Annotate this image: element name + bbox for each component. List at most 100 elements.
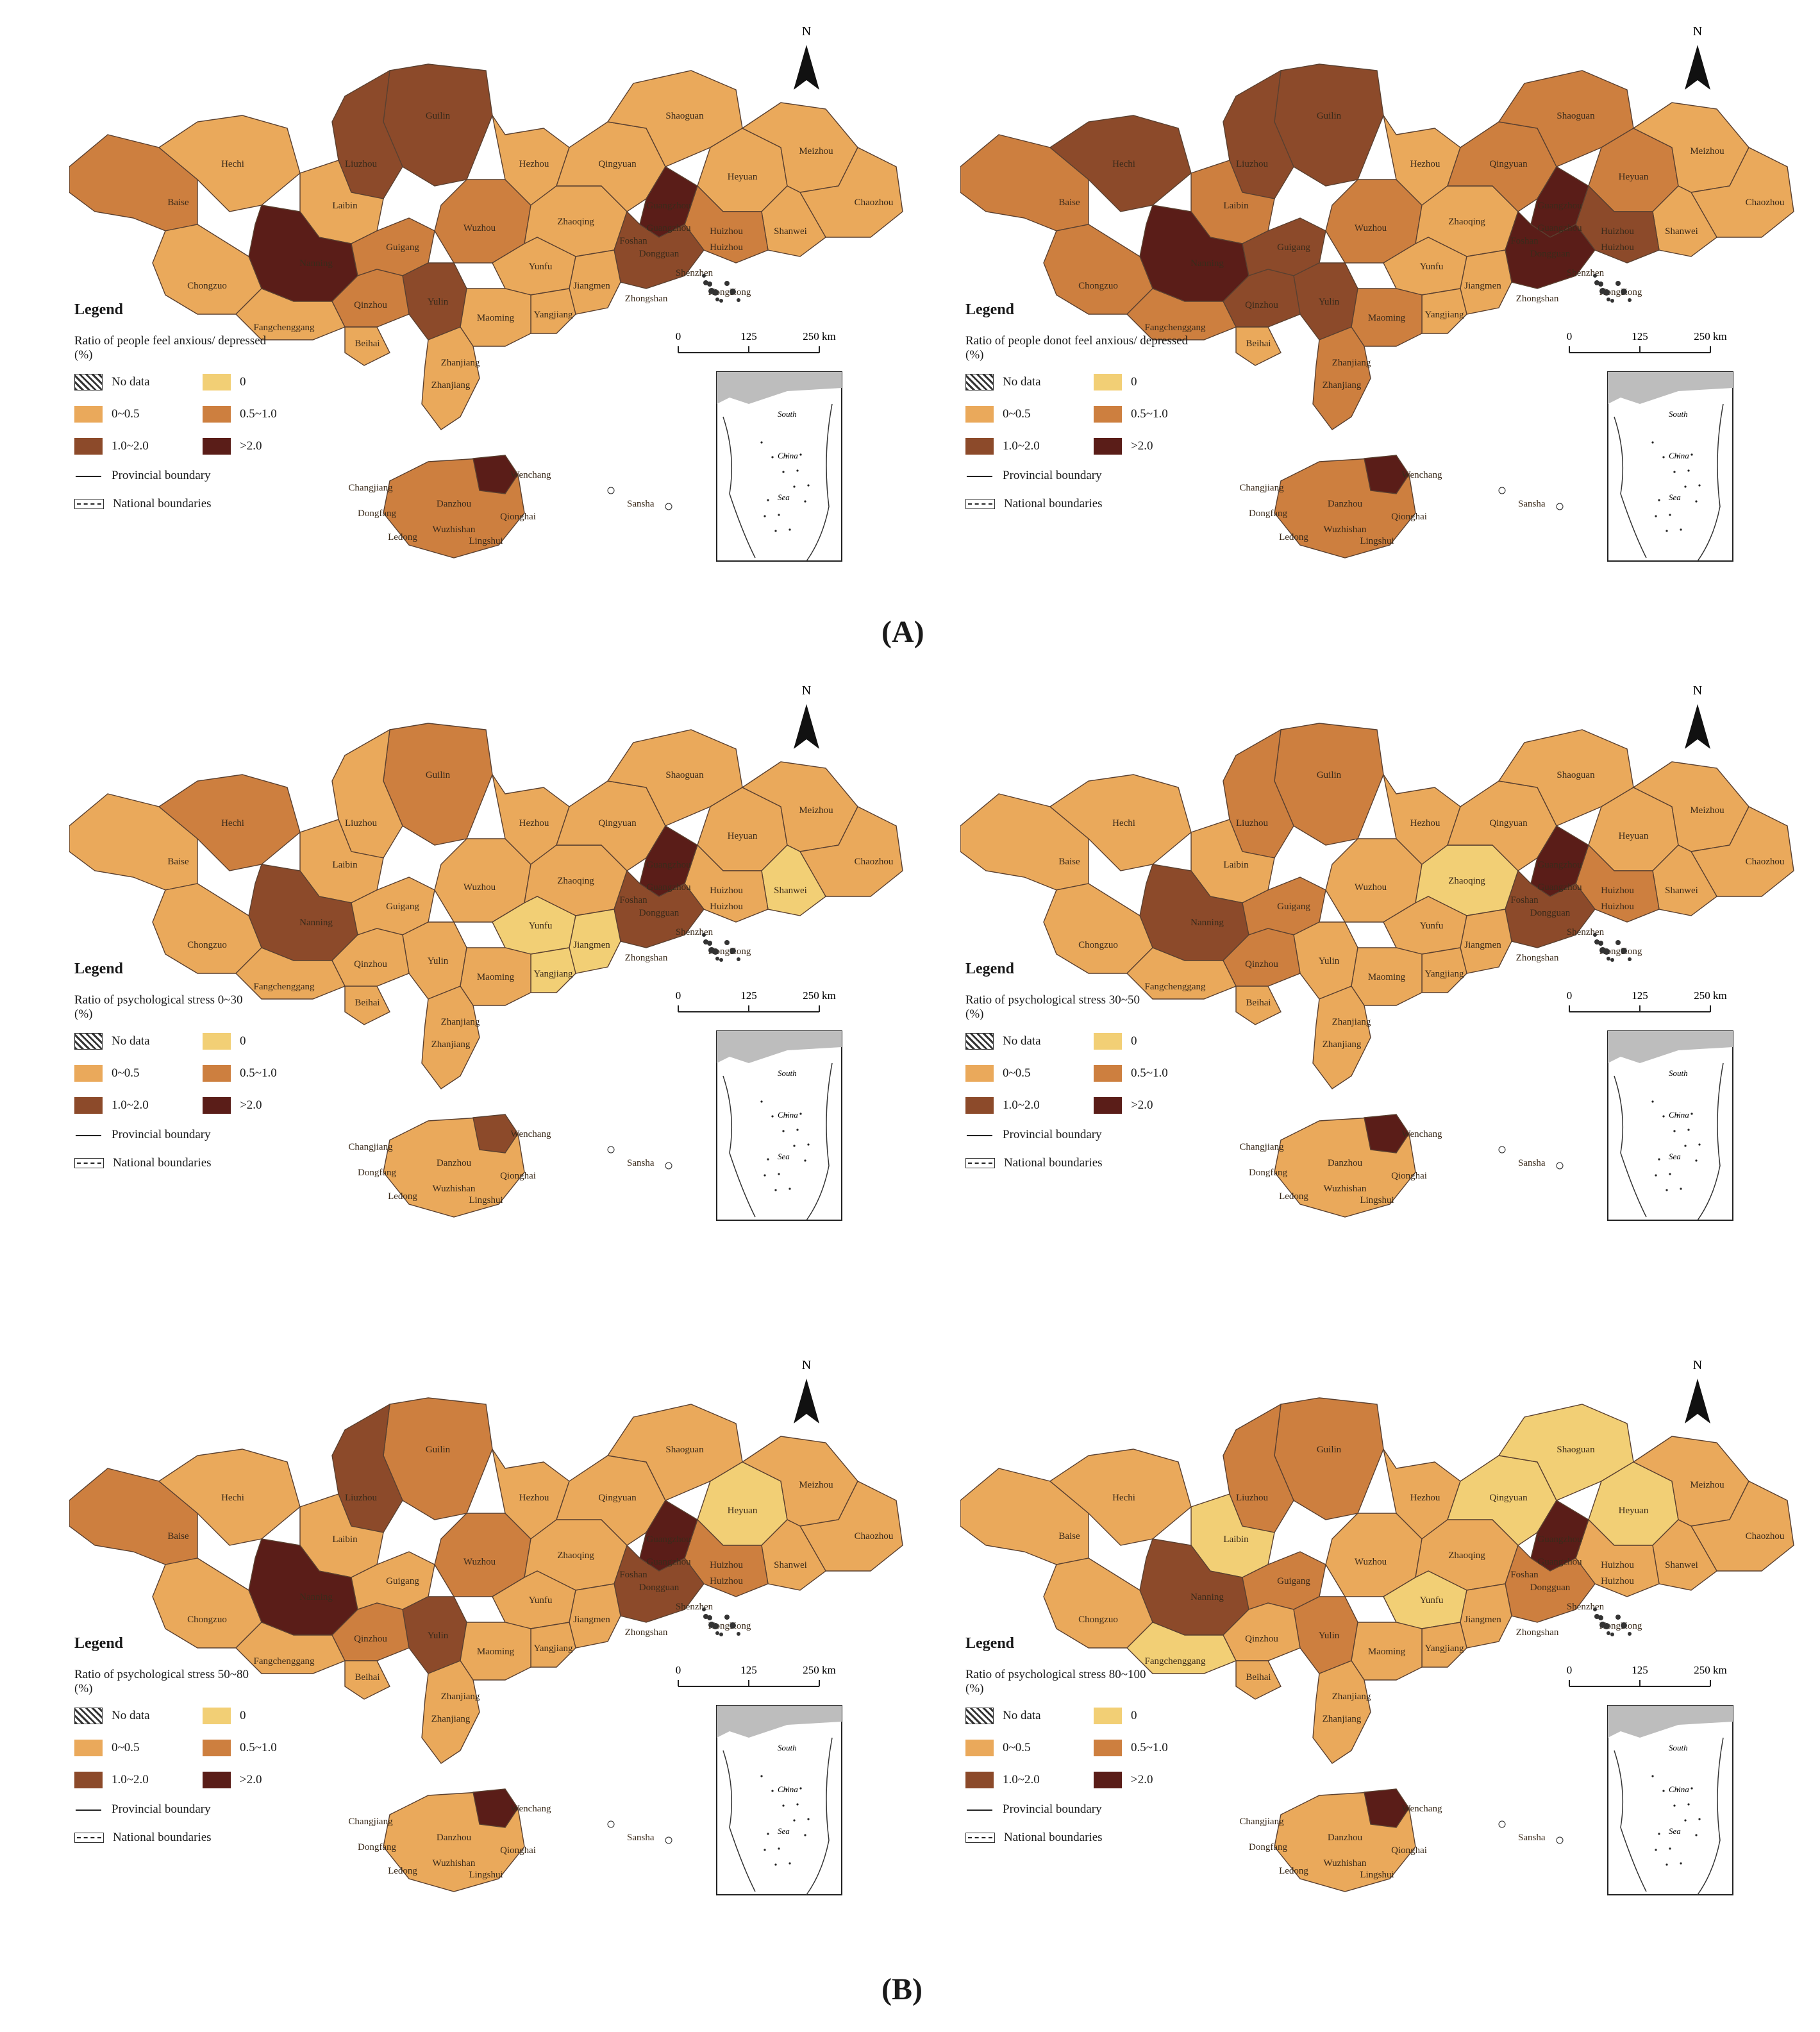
inset-island [793,1819,796,1822]
inset-label: Sea [778,1826,790,1836]
place-label-huizhou: Huizhou [710,226,743,237]
place-label-nanning: Nanning [299,258,333,269]
inset-island [789,1188,791,1190]
legend-label: 0 [240,375,246,389]
scale-tick-label: 250 km [803,989,835,1002]
place-label-meizhou: Meizhou [1690,1480,1724,1490]
place-label-yunfu: Yunfu [1420,921,1444,931]
legend-swatch [203,1033,231,1050]
place-label-shenzhen-extra: Shenzhen [676,268,714,278]
place-label-zhongshan-extra: Zhongshan [1516,1627,1559,1638]
place-label-wuzhishan-extra: Wuzhishan [1324,1184,1367,1194]
legend-swatch [965,1708,994,1724]
inset-island [767,1833,769,1835]
place-label-huizhou: Huizhou [1601,226,1634,237]
boundary-label: National boundaries [1004,497,1103,510]
region-maoming [460,947,531,1006]
map-svg: Baise Hechi Guilin Liuzhou Laibin Nanning Guig… [960,24,1794,562]
place-label-guangzhou-extra: Guangzhou [1537,882,1582,893]
region-zhanjiang [1312,326,1371,430]
inset-island [1676,1114,1679,1116]
place-label-changjiang-extra: Changjiang [348,483,393,493]
scale-tick-label: 250 km [803,1664,835,1676]
scale-tick-label: 250 km [803,330,835,342]
place-label-qingyuan: Qingyuan [598,1493,637,1503]
inset-island [1695,1834,1698,1836]
place-label-qionghai-extra: Qionghai [500,1171,536,1181]
place-label-chaozhou: Chaozhou [1746,197,1785,208]
legend-item: 0~0.5 [74,1064,203,1083]
scale-bar [678,1680,820,1687]
place-label-wuzhou: Wuzhou [463,882,496,893]
inset-label: Sea [778,1152,790,1161]
place-label-guangzhou: Guangzhou [646,860,691,870]
region-delta [1505,210,1596,289]
inset-island [1669,1173,1671,1175]
place-label-nanning: Nanning [299,918,333,928]
place-label-maoming: Maoming [1368,972,1406,982]
place-label-ledong-extra: Ledong [388,1866,417,1876]
place-label-qingyuan: Qingyuan [598,818,637,828]
map-panel-1: Baise Hechi Guilin Liuzhou Laibin Nanning Guig… [69,19,922,596]
island-mark [703,1614,708,1619]
place-label-wenchang: Wenchang [1402,1804,1442,1814]
legend-label: >2.0 [240,439,262,453]
place-label-liuzhou: Liuzhou [345,818,377,828]
map-svg: Baise Hechi Guilin Liuzhou Laibin Nanning Guig… [69,684,903,1221]
legend-swatch [965,1740,994,1756]
place-label-meizhou: Meizhou [799,146,833,156]
island-mark [719,958,723,962]
place-label-yulin: Yulin [1319,956,1340,966]
inset-label: China [778,451,798,460]
place-label-shanwei: Shanwei [774,1560,807,1570]
inset-island [760,441,763,444]
place-label-hechi: Hechi [1112,818,1135,828]
legend-heading: Legend [965,1635,1015,1652]
inset-island [1691,1787,1693,1790]
region-hainan_ne [472,455,519,494]
legend-label: 1.0~2.0 [112,1098,149,1112]
region-east [1690,806,1794,897]
inset-island [1676,1788,1679,1791]
inset-island [1666,1189,1668,1191]
sansha-label: Sansha [1518,1158,1546,1168]
inset-island [1698,1818,1701,1820]
inset-map-frame [1607,1030,1733,1221]
place-label-zhaoqing: Zhaoqing [1448,217,1485,227]
legend-swatch [1094,1708,1122,1724]
place-label-dongfang-extra: Dongfang [1249,1168,1287,1178]
place-label-hechi: Hechi [1112,1493,1135,1503]
place-label-yunfu: Yunfu [529,921,553,931]
legend-label: 0~0.5 [112,1741,140,1754]
inset-island [1662,1115,1665,1118]
place-label-shaoguan: Shaoguan [665,111,704,121]
legend-item: 1.0~2.0 [965,437,1094,456]
sansha-mark [607,1820,615,1828]
place-label-chaozhou: Chaozhou [855,197,894,208]
place-label-yunfu: Yunfu [1420,262,1444,272]
island-mark [715,1631,719,1635]
place-label-danzhou: Danzhou [1328,1158,1363,1168]
place-label-yulin: Yulin [428,1631,449,1641]
north-arrow-icon [1685,45,1710,90]
place-label-guangzhou-extra: Guangzhou [646,1557,691,1567]
island-mark [1593,274,1597,278]
place-label-wuzhou: Wuzhou [463,1557,496,1567]
legend-swatch [74,1772,103,1788]
legend-item: 0.5~1.0 [1094,405,1222,424]
inset-island [796,469,799,472]
inset-island [1662,456,1665,458]
place-label-chaozhou: Chaozhou [855,1531,894,1541]
legend-item: 0~0.5 [74,405,203,424]
place-label-beihai: Beihai [1246,1672,1271,1683]
inset-map-frame [1607,1705,1733,1895]
place-label-guilin: Guilin [426,770,451,780]
island-mark [719,299,723,303]
inset-island [1658,1833,1660,1835]
place-label-zhaoqing: Zhaoqing [557,876,594,886]
legend-swatch [1094,1033,1122,1050]
place-label-qinzhou: Qinzhou [1245,1634,1278,1644]
scale-tick-label: 125 [740,330,757,342]
place-label-qionghai-extra: Qionghai [500,1845,536,1856]
place-label-zhanjiang-extra: Zhanjiang [1332,1017,1371,1027]
